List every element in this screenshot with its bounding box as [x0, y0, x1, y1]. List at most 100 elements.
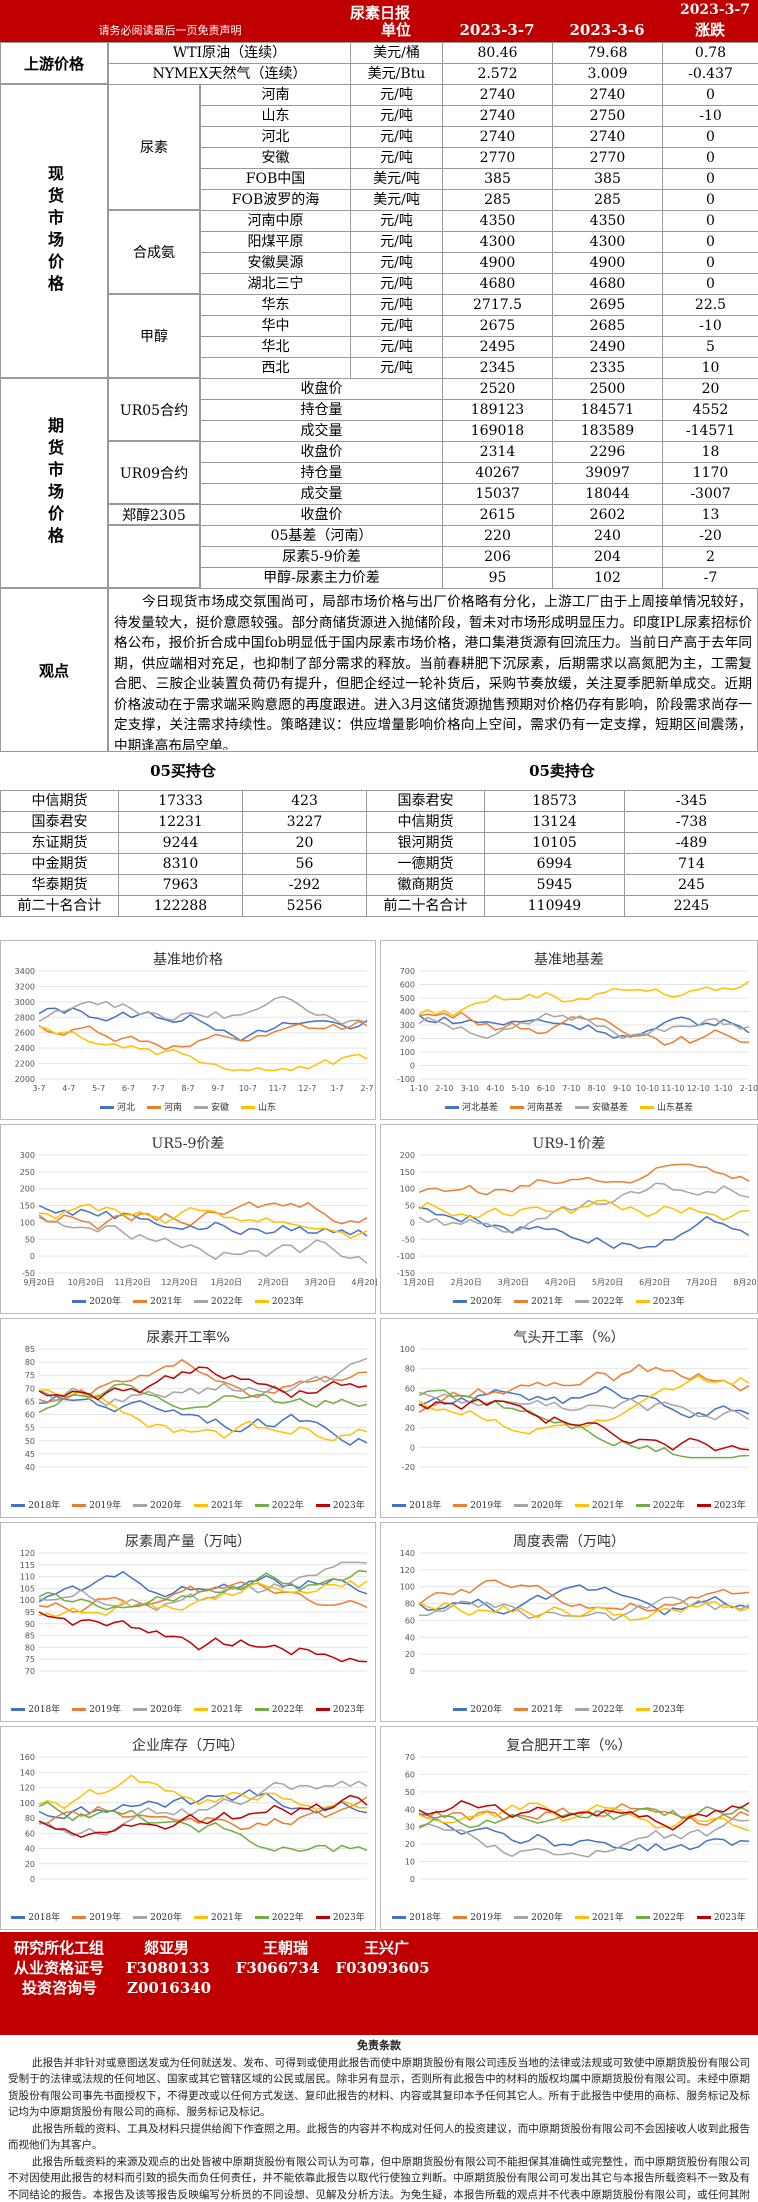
- y-tick-label: 60: [405, 1384, 415, 1393]
- row-v1: 2717.5: [442, 294, 553, 316]
- y-tick-label: 80: [25, 1358, 35, 1367]
- y-tick-label: 150: [400, 1168, 415, 1177]
- x-tick-label: 2月20日: [451, 1278, 482, 1287]
- upstream-table: WTI原油（连续） 美元/桶 80.46 79.68 0.78 NYMEX天然气（连续）…: [108, 42, 758, 85]
- y-tick-label: -100: [397, 1075, 415, 1084]
- x-tick-label: 6-10: [537, 1084, 555, 1093]
- row-v2: 2740: [552, 84, 663, 106]
- series-line: [418, 1206, 750, 1250]
- y-tick-label: 55: [25, 1424, 35, 1433]
- row-name: 收盘价: [200, 441, 443, 463]
- chart-title: UR5-9价差: [151, 1136, 225, 1152]
- chart-panel: 700 600 500 400 300 200 100 0 -100 1-10 2-10 3-10 4-…: [380, 940, 758, 1120]
- chart-title: 尿素开工率%: [146, 1330, 230, 1346]
- series-line: [38, 1366, 368, 1401]
- table-row: 安徽昊源 元/吨 4900 4900 0: [200, 252, 758, 274]
- table-row: FOB波罗的海 美元/吨 285 285 0: [200, 189, 758, 211]
- y-tick-label: 40: [405, 1404, 415, 1413]
- table-row: 山东 元/吨 2740 2750 -10: [200, 105, 758, 127]
- y-tick-label: 300: [400, 1021, 415, 1030]
- row-chg: 5: [662, 336, 758, 358]
- row-name: 华北: [200, 336, 351, 358]
- position-change: 2245: [624, 895, 758, 917]
- broker-name: 国泰君安: [0, 811, 119, 833]
- y-tick-label: -150: [397, 1269, 415, 1278]
- chart-legend: 河北基差 河南基差 安徽基差 山东基差: [381, 1100, 757, 1113]
- long-title: 05买持仓: [150, 762, 216, 780]
- row-unit: 元/吨: [350, 126, 443, 148]
- row-v2: 385: [552, 168, 663, 190]
- chart-title: 基准地基差: [534, 952, 604, 968]
- series-line: [38, 1789, 368, 1820]
- x-tick-label: 10-7: [239, 1084, 257, 1093]
- position-change: 5256: [242, 895, 367, 917]
- row-chg: 18: [662, 441, 758, 463]
- row-name: FOB中国: [200, 168, 351, 190]
- short-positions-table: 国泰君安 18573 -345 中信期货 13124 -738 银河期货 10105 -489 一…: [366, 790, 758, 917]
- y-tick-label: 90: [25, 1620, 35, 1629]
- series-line: [418, 1012, 750, 1040]
- row-name: 尿素5-9价差: [200, 546, 443, 568]
- row-v1: 2675: [442, 315, 553, 337]
- series-line: [38, 1358, 368, 1403]
- position-volume: 9244: [118, 832, 243, 854]
- y-tick-label: 100: [400, 1185, 415, 1194]
- row-chg: 0: [662, 168, 758, 190]
- row-v2: 2490: [552, 336, 663, 358]
- y-tick-label: 3000: [15, 998, 35, 1007]
- x-tick-label: 1-7: [331, 1084, 344, 1093]
- series-line: [418, 1391, 750, 1421]
- row-chg: 10: [662, 357, 758, 379]
- table-row: 华泰期货 7963 -292: [0, 874, 367, 896]
- row-chg: -20: [662, 525, 758, 547]
- chart-legend: 2020年 2021年 2022年 2023年: [381, 1702, 757, 1715]
- row-unit: 元/吨: [350, 105, 443, 127]
- col-date2: 2023-3-6: [569, 21, 645, 39]
- y-tick-label: 80: [25, 1643, 35, 1652]
- x-tick-label: 12-7: [298, 1084, 316, 1093]
- legend-item: 2022年: [635, 1913, 685, 1923]
- row-unit: 元/吨: [350, 357, 443, 379]
- chart-legend: 2020年 2021年 2022年 2023年: [381, 1294, 757, 1307]
- opinion-label: 观点: [0, 588, 108, 752]
- y-tick-label: 0: [30, 1875, 35, 1884]
- row-v1: 2740: [442, 84, 553, 106]
- legend-item: 2023年: [315, 1913, 365, 1923]
- analyst-1: 郯亚男: [144, 1939, 190, 1957]
- series-line: [38, 1579, 368, 1618]
- row-v2: 4300: [552, 231, 663, 253]
- series-line: [38, 1794, 368, 1839]
- row-unit: 元/吨: [350, 147, 443, 169]
- series-line: [418, 1579, 750, 1612]
- x-tick-label: 3月20日: [498, 1278, 529, 1287]
- broker-name: 中信期货: [0, 790, 119, 812]
- y-tick-label: 3200: [15, 982, 35, 991]
- table-row: 东证期货 9244 20: [0, 832, 367, 854]
- row-chg: -7: [662, 567, 758, 589]
- y-tick-label: 10: [405, 1858, 415, 1867]
- x-tick-label: 2-10: [435, 1084, 453, 1093]
- spot-label: 现货市场价格: [0, 84, 108, 378]
- row-chg: 0: [662, 189, 758, 211]
- chart-legend: 2018年 2019年 2020年 2021年 2022年 2023年: [1, 1702, 375, 1715]
- legend-item: 2019年: [453, 1913, 502, 1923]
- analyst-2: 王朝瑞: [263, 1939, 309, 1957]
- y-tick-label: 95: [25, 1608, 35, 1617]
- series-line: [418, 1199, 750, 1222]
- analyst-3: 王兴广: [364, 1939, 410, 1957]
- disclaimer-link[interactable]: 请务必阅读最后一页免责声明: [98, 24, 242, 37]
- x-tick-label: 11月20日: [115, 1278, 151, 1287]
- chart-panel: 3400 3200 3000 2800 2600 2400 2200 2000 3-7 4-7 5-…: [0, 940, 376, 1120]
- row-v2: 2500: [552, 378, 663, 400]
- broker-name: 国泰君安: [366, 790, 485, 812]
- y-tick-label: 250: [20, 1168, 35, 1177]
- table-row: 河北 元/吨 2740 2740 0: [200, 126, 758, 148]
- y-tick-label: 3400: [15, 967, 35, 976]
- x-tick-label: 5月20日: [592, 1278, 623, 1287]
- x-tick-label: 8-7: [182, 1084, 195, 1093]
- row-v2: 2602: [552, 504, 663, 526]
- table-row: 华东 元/吨 2717.5 2695 22.5: [200, 294, 758, 316]
- row-chg: -14571: [662, 420, 758, 442]
- table-row: 收盘价 2314 2296 18: [200, 441, 758, 463]
- group-ur05: UR05合约: [108, 378, 200, 441]
